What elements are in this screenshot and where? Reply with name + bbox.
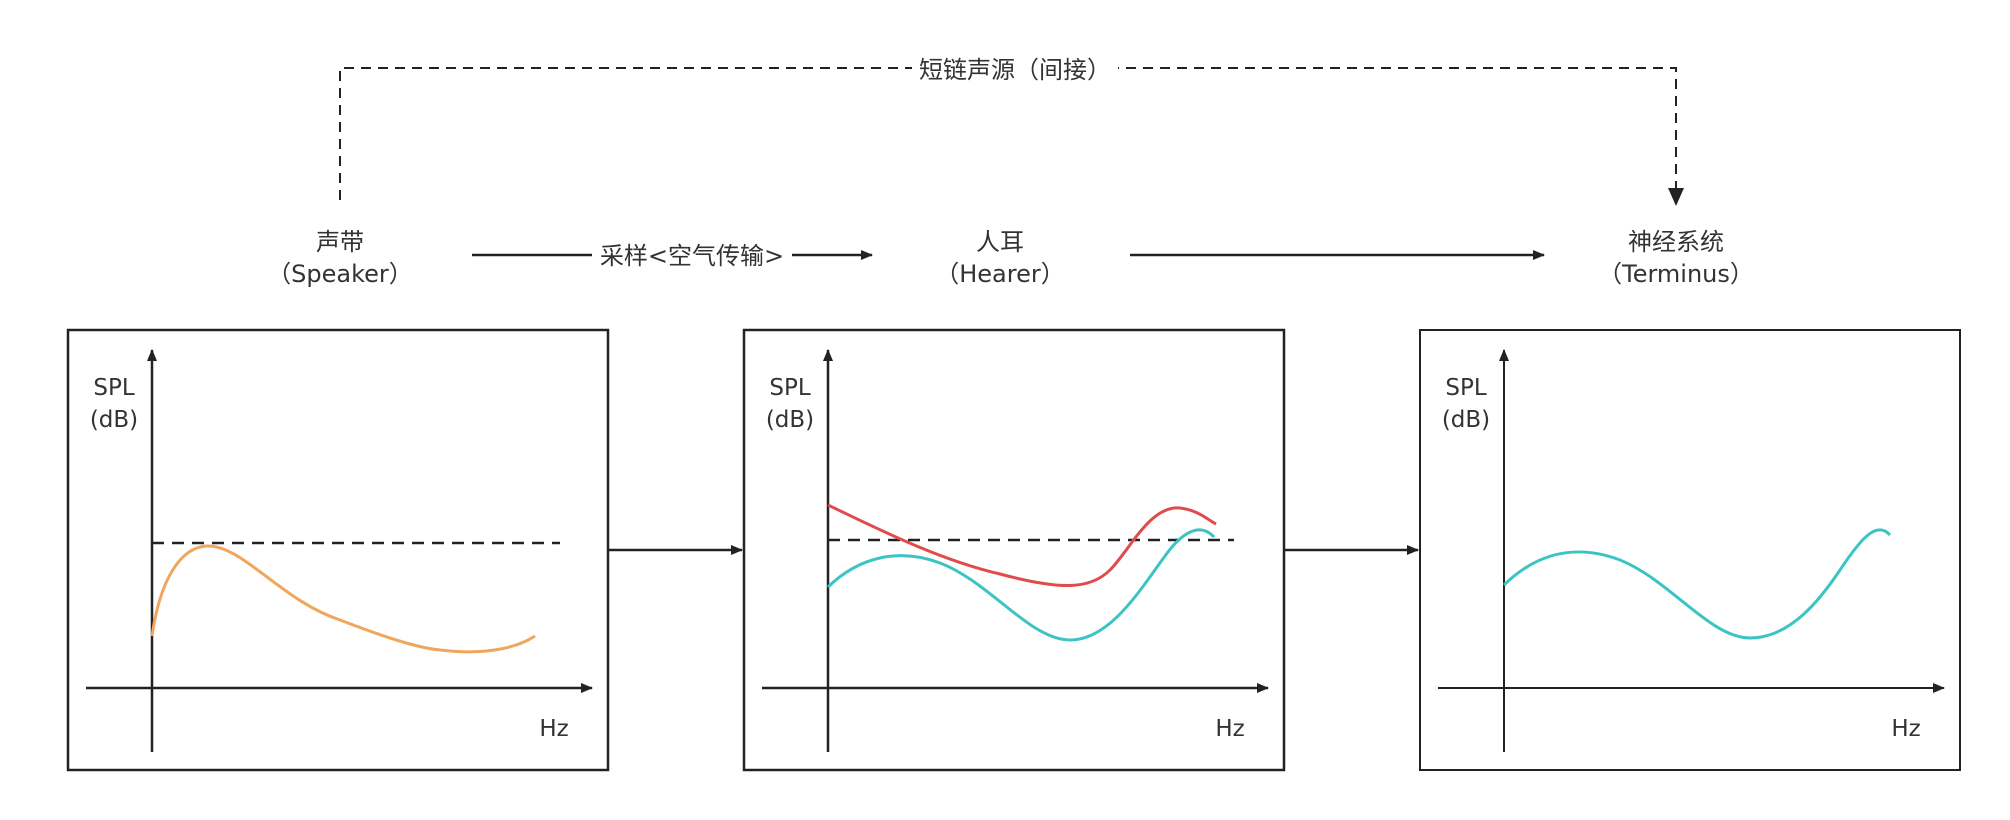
panel-hearer-frame bbox=[742, 328, 1286, 772]
hearer-name: 人耳 bbox=[976, 228, 1024, 256]
panel-speaker-x-label: Hz bbox=[539, 716, 568, 742]
panel-hearer-y-label: SPL bbox=[769, 375, 810, 401]
panel-hearer-x-label: Hz bbox=[1215, 716, 1244, 742]
panel-terminus-frame bbox=[1419, 329, 1961, 771]
speaker-name: 声带 bbox=[316, 228, 364, 256]
panel-terminus-y-label: SPL bbox=[1445, 375, 1486, 401]
hearer-subtitle: （Hearer） bbox=[935, 260, 1065, 288]
panel-hearer: SPL (dB) Hz bbox=[742, 328, 1286, 772]
indirect-path-label: 短链声源（间接） bbox=[919, 56, 1111, 84]
terminus-subtitle: （Terminus） bbox=[1598, 260, 1754, 288]
speaker-subtitle: （Speaker） bbox=[267, 260, 413, 288]
sampling-label: 采样<空气传输> bbox=[600, 242, 784, 270]
terminus-name: 神经系统 bbox=[1628, 228, 1724, 256]
panel-speaker-source-curve bbox=[150, 544, 536, 654]
panel-hearer-signal-curve bbox=[826, 528, 1216, 642]
node-terminus: 神经系统 （Terminus） bbox=[1598, 228, 1754, 288]
panel-speaker-frame bbox=[66, 328, 610, 772]
panel-terminus-y-unit: (dB) bbox=[1442, 407, 1490, 433]
panel-speaker: SPL (dB) Hz bbox=[66, 328, 610, 772]
indirect-path-edge: 短链声源（间接） bbox=[339, 52, 1684, 206]
panel-speaker-y-label: SPL bbox=[93, 375, 134, 401]
panel-terminus-signal-curve bbox=[1502, 528, 1892, 640]
indirect-path-arrowhead bbox=[1668, 188, 1684, 206]
node-hearer: 人耳 （Hearer） bbox=[935, 228, 1065, 288]
node-speaker: 声带 （Speaker） bbox=[267, 228, 413, 288]
panel-speaker-y-unit: (dB) bbox=[90, 407, 138, 433]
sampling-edge: 采样<空气传输> bbox=[472, 238, 873, 272]
panel-hearer-threshold-curve bbox=[827, 503, 1217, 588]
panel-terminus: SPL (dB) Hz bbox=[1419, 329, 1961, 771]
panel-terminus-x-label: Hz bbox=[1891, 716, 1920, 742]
panel-hearer-y-unit: (dB) bbox=[766, 407, 814, 433]
